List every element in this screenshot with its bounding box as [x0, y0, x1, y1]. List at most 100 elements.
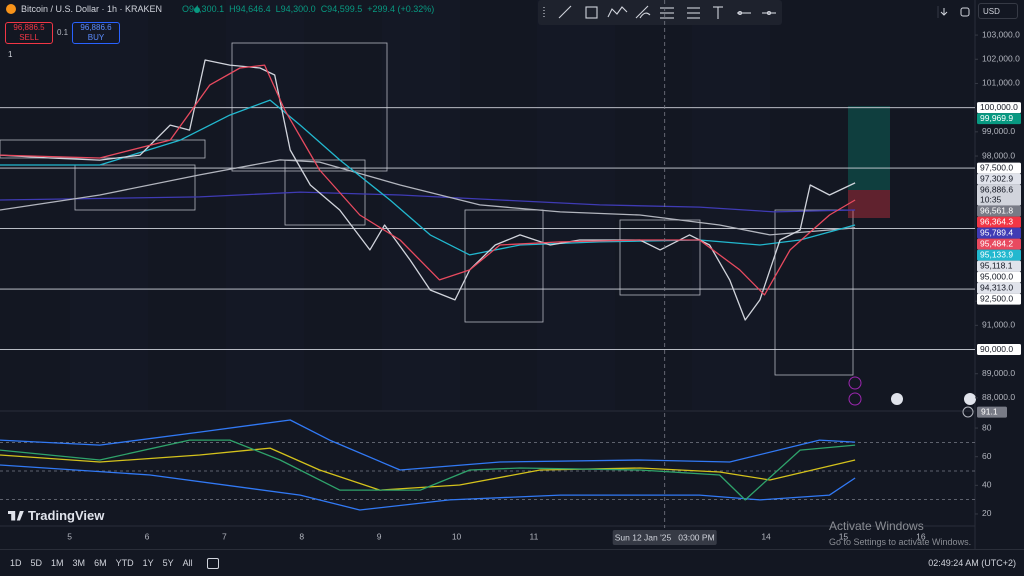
price-tag	[977, 227, 1021, 239]
value-tag-label: 91.1	[981, 406, 998, 416]
price-tag-label: 96,364.3	[980, 216, 1013, 226]
price-tag-label: 97,302.9	[980, 173, 1013, 183]
sell-label: SELL	[19, 33, 39, 42]
x-tick-label: 8	[299, 531, 304, 541]
range-button[interactable]: YTD	[115, 558, 134, 568]
coin-icon	[6, 4, 16, 14]
range-button[interactable]: 5Y	[162, 558, 174, 568]
y-tick-label: 102,000.0	[982, 54, 1020, 64]
drawings	[0, 42, 854, 376]
range-button[interactable]: 1D	[10, 558, 22, 568]
series-line	[0, 59, 856, 321]
price-tag	[977, 184, 1021, 206]
x-tick-label: 16	[916, 531, 926, 541]
x-tick-label: 14	[761, 531, 771, 541]
price-tag	[977, 293, 1021, 305]
range-button[interactable]: 1M	[51, 558, 64, 568]
series-line	[0, 159, 856, 236]
status-dot	[194, 7, 200, 13]
low: L94,300.0	[275, 4, 316, 14]
series-line	[0, 99, 856, 256]
sell-price: 96,886.5	[13, 23, 45, 32]
bottom-toolbar: 1D 5D 1M 3M 6M YTD 1Y 5Y All 02:49:24 AM (UTC+2)	[0, 549, 1024, 576]
series-line	[0, 191, 856, 213]
price-tag-countdown: 10:35	[980, 194, 1002, 204]
price-tag-label: 97,500.0	[980, 162, 1013, 172]
y-tick-label: 40	[982, 480, 992, 490]
series-line	[0, 64, 856, 296]
price-tag	[977, 260, 1021, 272]
crosshair-label-box	[612, 530, 717, 545]
price-tag	[977, 216, 1021, 228]
y-tick-label: 80	[982, 422, 992, 432]
range-button[interactable]: All	[182, 558, 193, 568]
close: C94,599.5	[320, 4, 363, 14]
price-tag	[977, 205, 1021, 217]
logo-text: TradingView	[28, 508, 105, 523]
y-tick-label: 89,000.0	[982, 368, 1015, 378]
price-tag-label: 100,000.0	[980, 102, 1018, 112]
y-tick-label: 99,000.0	[982, 126, 1015, 136]
long-loss-zone	[848, 190, 890, 218]
watermark-title: Activate Windows	[829, 519, 924, 533]
price-tag-label: 99,969.9	[980, 113, 1013, 123]
price-tag-label: 95,133.9	[980, 249, 1013, 259]
price-tag	[977, 249, 1021, 261]
price-tag-label: 95,484.2	[980, 238, 1013, 248]
high: H94,646.4	[229, 4, 271, 14]
drawing-toolbar[interactable]	[538, 0, 970, 25]
range-button[interactable]: 1Y	[142, 558, 154, 568]
long-profit-zone	[848, 106, 890, 190]
price-tag	[977, 113, 1021, 125]
price-tag	[977, 173, 1021, 185]
buy-price: 96,886.6	[80, 23, 112, 32]
y-tick-label: 98,000.0	[982, 150, 1015, 160]
y-tick-label: 101,000.0	[982, 78, 1020, 88]
change: +299.4 (+0.32%)	[367, 4, 435, 14]
series-line	[0, 419, 856, 471]
symbol[interactable]: Bitcoin / U.S. Dollar · 1h · KRAKEN	[21, 4, 163, 14]
calendar-icon[interactable]	[206, 557, 219, 569]
sell-button[interactable]: 96,886.5 SELL	[5, 22, 53, 44]
quantity: 0.1	[57, 28, 69, 37]
price-tag	[977, 102, 1021, 114]
price-tag	[977, 344, 1021, 356]
x-tick-label: 9	[377, 531, 382, 541]
buy-button[interactable]: 96,886.6 BUY	[72, 22, 120, 44]
open: O94,300.1	[182, 4, 225, 14]
series-line	[0, 439, 856, 501]
price-tag-label: 90,000.0	[980, 344, 1013, 354]
series-line	[0, 447, 856, 491]
value-tag	[977, 406, 1007, 418]
range-button[interactable]: 3M	[72, 558, 86, 568]
price-tag-label: 92,500.0	[980, 293, 1013, 303]
price-tag-label: 95,789.4	[980, 227, 1013, 237]
symbol-header: Bitcoin / U.S. Dollar · 1h · KRAKEN O94,…	[6, 4, 434, 14]
price-tag	[977, 162, 1021, 174]
currency[interactable]: USD	[978, 3, 1018, 19]
layers[interactable]: 1	[8, 50, 13, 59]
price-tag-label: 94,313.0	[980, 282, 1013, 292]
price-tag	[977, 238, 1021, 250]
y-tick-label: 88,000.0	[982, 392, 1015, 402]
x-tick-label: 10	[452, 531, 462, 541]
event-icons[interactable]	[848, 376, 976, 418]
price-tag-label: 96,561.8	[980, 205, 1013, 215]
range-buttons: 1D 5D 1M 3M 6M YTD 1Y 5Y All	[0, 558, 193, 568]
y-tick-label: 60	[982, 451, 992, 461]
watermark-text: Go to Settings to activate Windows.	[829, 537, 972, 547]
clock: 02:49:24 AM (UTC+2)	[928, 558, 1016, 568]
background	[0, 0, 1024, 549]
price-tag-label: 95,118.1	[980, 260, 1013, 270]
price-tag	[977, 282, 1021, 294]
x-tick-label: 6	[145, 531, 150, 541]
series-line	[0, 464, 856, 511]
y-tick-label: 20	[982, 508, 992, 518]
range-button[interactable]: 6M	[94, 558, 107, 568]
price-tag-label: 95,000.0	[980, 271, 1013, 281]
x-tick-label: 7	[222, 531, 227, 541]
logo-icon	[8, 510, 24, 521]
range-button[interactable]: 5D	[30, 558, 43, 568]
logo: TradingView	[8, 508, 104, 523]
